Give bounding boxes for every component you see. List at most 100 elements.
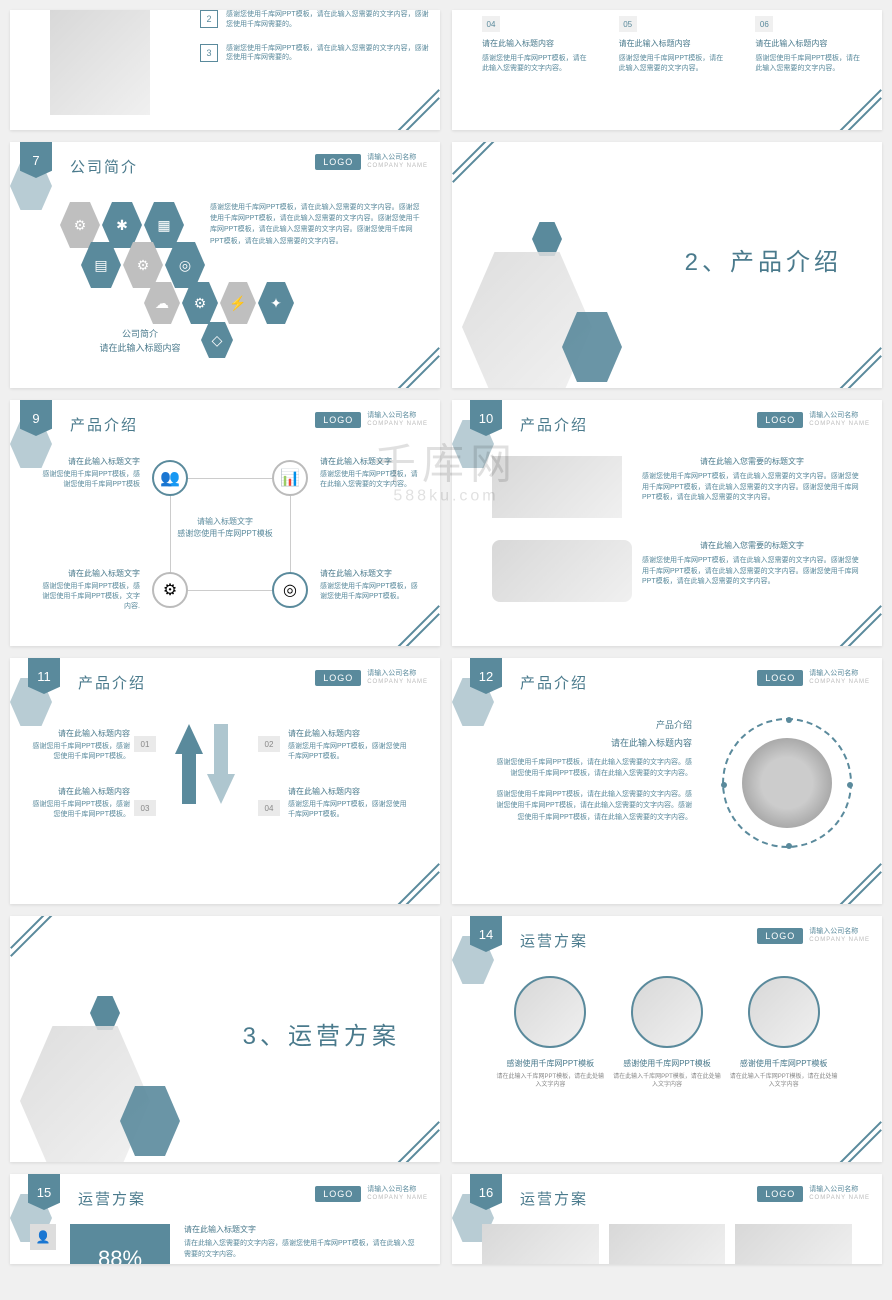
percent-badge: 88% bbox=[70, 1224, 170, 1264]
globe-dot bbox=[786, 717, 792, 723]
slide-title: 产品介绍 bbox=[78, 672, 146, 693]
slide-13-section: 3、运营方案 bbox=[10, 916, 440, 1162]
person-card: 感谢使用千库网PPT模板 请在此输入千库网PPT模板，请在此处输入文字内容 bbox=[495, 976, 605, 1090]
diagonal-decoration bbox=[396, 863, 440, 904]
slide-5-items: 2 感谢您使用千库网PPT模板，请在此输入您需要的文字内容，感谢您使用千库网需要… bbox=[200, 10, 430, 77]
diagonal-decoration bbox=[838, 863, 882, 904]
logo-badge: LOGO bbox=[315, 412, 361, 428]
hexagon-icon: ▦ bbox=[144, 202, 184, 248]
page-number: 14 bbox=[470, 916, 502, 952]
people-row: 感谢使用千库网PPT模板 请在此输入千库网PPT模板，请在此处输入文字内容 感谢… bbox=[452, 976, 882, 1090]
slide-title: 运营方案 bbox=[520, 930, 588, 951]
logo-text: 请输入公司名称COMPANY NAME bbox=[809, 412, 870, 428]
diagonal-decoration bbox=[396, 89, 440, 130]
slide-12: 12 产品介绍 LOGO 请输入公司名称COMPANY NAME 产品介绍 请在… bbox=[452, 658, 882, 904]
slide-title: 公司简介 bbox=[70, 156, 138, 177]
list-item: 2 感谢您使用千库网PPT模板，请在此输入您需要的文字内容，感谢您使用千库网需要… bbox=[200, 10, 430, 30]
center-text: 请输入标题文字 感谢您使用千库网PPT模板 bbox=[177, 516, 273, 540]
cell-heading: 请在此输入标题内容 bbox=[482, 38, 589, 49]
slide-15-body: 👤 88% 请在此输入标题文字 请在此输入您需要的文字内容，感谢您使用千库网PP… bbox=[30, 1224, 420, 1264]
hexagon-icon: ☁ bbox=[144, 282, 180, 324]
globe-dot bbox=[786, 843, 792, 849]
item-number: 2 bbox=[200, 10, 218, 28]
logo-area: LOGO 请输入公司名称COMPANY NAME bbox=[315, 412, 428, 428]
list-item: 请在此输入标题内容感谢您用千库网PPT模板，感谢您使用千库网PPT模板。 bbox=[30, 786, 130, 820]
diagonal-decoration bbox=[838, 89, 882, 130]
person-card: 感谢使用千库网PPT模板 请在此输入千库网PPT模板，请在此处输入文字内容 bbox=[612, 976, 722, 1090]
logo-area: LOGO 请输入公司名称COMPANY NAME bbox=[315, 670, 428, 686]
logo-area: LOGO 请输入公司名称COMPANY NAME bbox=[757, 928, 870, 944]
photo bbox=[609, 1224, 726, 1264]
slide-5-partial: 2 感谢您使用千库网PPT模板，请在此输入您需要的文字内容，感谢您使用千库网需要… bbox=[10, 10, 440, 130]
slide-15-partial: 15 运营方案 LOGO 请输入公司名称COMPANY NAME 👤 88% 请… bbox=[10, 1174, 440, 1264]
hexagon-icon: ✱ bbox=[102, 202, 142, 248]
slide-12-text: 产品介绍 请在此输入标题内容 感谢您使用千库网PPT模板，请在此输入您需要的文字… bbox=[492, 718, 692, 823]
slide-10-photo-2 bbox=[492, 540, 632, 602]
slide-title: 产品介绍 bbox=[70, 414, 138, 435]
hex-shape bbox=[90, 996, 120, 1030]
arrow-up-icon bbox=[175, 724, 203, 754]
slide-11: 11 产品介绍 LOGO 请输入公司名称COMPANY NAME 请在此输入标题… bbox=[10, 658, 440, 904]
logo-text: 请输入公司名称COMPANY NAME bbox=[367, 1186, 428, 1202]
slide-title: 运营方案 bbox=[520, 1188, 588, 1209]
logo-text: 请输入公司名称COMPANY NAME bbox=[367, 670, 428, 686]
person-card: 感谢使用千库网PPT模板 请在此输入千库网PPT模板，请在此处输入文字内容 bbox=[729, 976, 839, 1090]
page-number: 10 bbox=[470, 400, 502, 436]
list-item: 3 感谢您使用千库网PPT模板，请在此输入您需要的文字内容，感谢您使用千库网需要… bbox=[200, 44, 430, 64]
arrows-graphic bbox=[175, 724, 235, 804]
list-item: 请在此输入标题内容感谢您用千库网PPT模板，感谢您使用千库网PPT模板。 bbox=[288, 786, 408, 820]
photo-cell: 请在此输入标题 bbox=[609, 1224, 726, 1264]
logo-text: 请输入公司名称COMPANY NAME bbox=[367, 154, 428, 170]
logo-area: LOGO 请输入公司名称COMPANY NAME bbox=[757, 412, 870, 428]
logo-badge: LOGO bbox=[315, 1186, 361, 1202]
hexagon-icon: ⚡ bbox=[220, 282, 256, 324]
logo-text: 请输入公司名称COMPANY NAME bbox=[809, 1186, 870, 1202]
cell-text: 感谢您使用千库网PPT模板，请在此输入您需要的文字内容。 bbox=[619, 53, 726, 73]
grid-cell: 04 请在此输入标题内容 感谢您使用千库网PPT模板，请在此输入您需要的文字内容… bbox=[482, 16, 589, 73]
logo-badge: LOGO bbox=[757, 928, 803, 944]
slide-15-text: 请在此输入标题文字 请在此输入您需要的文字内容，感谢您使用千库网PPT模板，请在… bbox=[184, 1224, 420, 1260]
logo-badge: LOGO bbox=[757, 1186, 803, 1202]
chart-icon: 📊 bbox=[272, 460, 308, 496]
diagonal-decoration bbox=[838, 605, 882, 646]
photo-cell: 请在此输入标题 bbox=[735, 1224, 852, 1264]
list-item: 请在此输入标题内容感谢您用千库网PPT模板，感谢您使用千库网PPT模板。 bbox=[30, 728, 130, 762]
globe-dot bbox=[847, 782, 853, 788]
hexagon-icon: ✦ bbox=[258, 282, 294, 324]
slide-7-text: 感谢您使用千库网PPT模板，请在此输入您需要的文字内容。感谢您使用千库网PPT模… bbox=[210, 202, 420, 247]
logo-area: LOGO 请输入公司名称COMPANY NAME bbox=[757, 1186, 870, 1202]
list-item: 请在此输入标题内容感谢您用千库网PPT模板，感谢您使用千库网PPT模板。 bbox=[288, 728, 408, 762]
page-number: 11 bbox=[28, 658, 60, 694]
grid-cell: 05 请在此输入标题内容 感谢您使用千库网PPT模板，请在此输入您需要的文字内容… bbox=[619, 16, 726, 73]
avatar bbox=[514, 976, 586, 1048]
cell-heading: 请在此输入标题内容 bbox=[619, 38, 726, 49]
item-text: 感谢您使用千库网PPT模板，请在此输入您需要的文字内容，感谢您使用千库网需要的。 bbox=[226, 44, 430, 64]
slide-8-section: 2、产品介绍 bbox=[452, 142, 882, 388]
grid-cell: 06 请在此输入标题内容 感谢您使用千库网PPT模板，请在此输入您需要的文字内容… bbox=[755, 16, 862, 73]
section-hex-area bbox=[30, 976, 210, 1156]
hexagon-icon: ⚙ bbox=[123, 242, 163, 288]
globe-dot bbox=[721, 782, 727, 788]
slide-title: 产品介绍 bbox=[520, 672, 588, 693]
slide-10-item: 请在此输入您需要的标题文字 感谢您使用千库网PPT模板，请在此输入您需要的文字内… bbox=[642, 456, 862, 504]
logo-badge: LOGO bbox=[315, 670, 361, 686]
slide-6-partial: 04 请在此输入标题内容 感谢您使用千库网PPT模板，请在此输入您需要的文字内容… bbox=[452, 10, 882, 130]
slide-7-caption: 公司简介 请在此输入标题内容 bbox=[50, 327, 230, 356]
diagonal-decoration bbox=[396, 1121, 440, 1162]
page-number: 7 bbox=[20, 142, 52, 178]
slide-11-right: 请在此输入标题内容感谢您用千库网PPT模板，感谢您使用千库网PPT模板。 请在此… bbox=[288, 728, 408, 820]
slide-14: 14 运营方案 LOGO 请输入公司名称COMPANY NAME 感谢使用千库网… bbox=[452, 916, 882, 1162]
page-number: 12 bbox=[470, 658, 502, 694]
hexagon-icon: ◎ bbox=[165, 242, 205, 288]
slide-10-item: 请在此输入您需要的标题文字 感谢您使用千库网PPT模板，请在此输入您需要的文字内… bbox=[642, 540, 862, 588]
photo bbox=[482, 1224, 599, 1264]
slide-9-body: 👥 📊 ⚙ ◎ 请输入标题文字 感谢您使用千库网PPT模板 请在此输入标题文字感… bbox=[30, 450, 420, 636]
page-number: 15 bbox=[28, 1174, 60, 1210]
target-icon: ◎ bbox=[272, 572, 308, 608]
avatar bbox=[748, 976, 820, 1048]
logo-area: LOGO 请输入公司名称COMPANY NAME bbox=[315, 154, 428, 170]
avatar bbox=[631, 976, 703, 1048]
logo-area: LOGO 请输入公司名称COMPANY NAME bbox=[757, 670, 870, 686]
slide-grid: 2 感谢您使用千库网PPT模板，请在此输入您需要的文字内容，感谢您使用千库网需要… bbox=[0, 0, 892, 1274]
item-text: 感谢您使用千库网PPT模板，请在此输入您需要的文字内容，感谢您使用千库网需要的。 bbox=[226, 10, 430, 30]
